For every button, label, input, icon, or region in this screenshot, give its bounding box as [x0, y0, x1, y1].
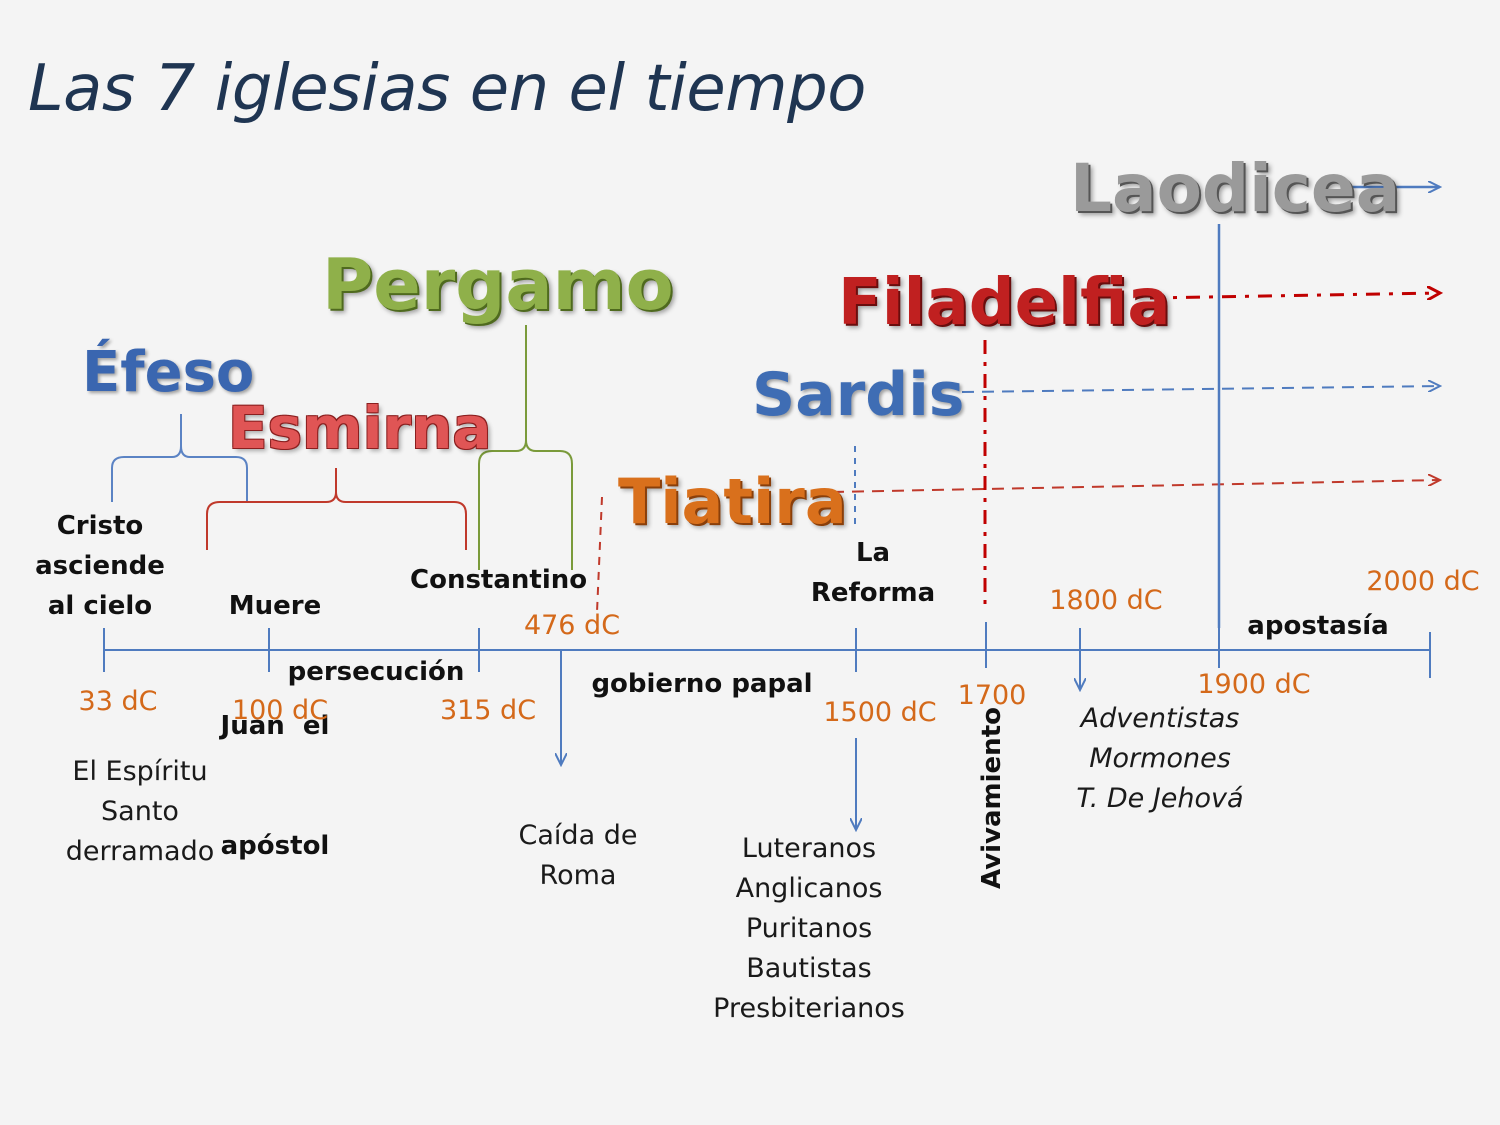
event-line: Luteranos	[741, 833, 877, 864]
church-sardis: Sardis	[752, 360, 965, 430]
event-line: Presbiterianos	[713, 993, 905, 1024]
date-1700: 1700	[957, 680, 1027, 711]
event-line: Roma	[539, 860, 617, 891]
event-line: asciende	[35, 551, 165, 581]
event-line: derramado	[65, 836, 215, 867]
church-filadelfia: Filadelfia	[838, 266, 1171, 340]
bracket-pergamo	[478, 325, 573, 570]
event-line: al cielo	[47, 591, 153, 621]
event-line: Bautistas	[746, 953, 872, 984]
church-esmirna: Esmirna	[228, 394, 492, 462]
tiatira-arrow	[831, 480, 1440, 493]
date-33: 33 dC	[78, 686, 158, 717]
church-efeso: Éfeso	[82, 340, 255, 405]
event-line: apóstol	[220, 831, 330, 861]
event-muere-juan: Muere Juan el apóstol	[195, 506, 355, 906]
event-constantino: Constantino	[410, 565, 588, 595]
bracket-efeso	[111, 414, 248, 503]
period-gobierno-papal: gobierno papal	[591, 669, 813, 699]
event-line: Caída de	[518, 820, 638, 851]
date-1900: 1900 dC	[1197, 669, 1311, 700]
event-caida-de-roma: Caída de Roma	[498, 816, 658, 896]
event-line: Reforma	[810, 578, 936, 608]
event-line: T. De Jehová	[1076, 783, 1244, 814]
sardis-arrow	[961, 386, 1440, 393]
filadelfia-arrow	[1149, 293, 1440, 298]
date-100: 100 dC	[231, 695, 329, 726]
event-line: Anglicanos	[735, 873, 883, 904]
event-line: El Espíritu	[72, 756, 208, 787]
church-pergamo: Pergamo	[322, 244, 674, 326]
period-persecucion: persecución	[287, 657, 465, 687]
event-sectas: Adventistas Mormones T. De Jehová	[1060, 699, 1260, 819]
date-315: 315 dC	[439, 695, 537, 726]
period-avivamiento: Avivamiento	[977, 707, 1007, 889]
period-apostasia: apostasía	[1247, 611, 1389, 641]
event-line: Muere	[228, 591, 322, 621]
event-line: Puritanos	[745, 913, 873, 944]
date-1500: 1500 dC	[823, 697, 937, 728]
date-476: 476 dC	[523, 610, 621, 641]
date-1800: 1800 dC	[1049, 585, 1163, 616]
church-tiatira: Tiatira	[618, 465, 847, 538]
date-2000: 2000 dC	[1366, 566, 1480, 597]
event-line: Santo	[101, 796, 179, 827]
event-line: Juan el	[220, 711, 330, 741]
event-espiritu-santo: El Espíritu Santo derramado	[50, 752, 230, 872]
event-line: Mormones	[1089, 743, 1231, 774]
tiatira-marker	[596, 496, 603, 613]
event-line: Cristo	[56, 511, 144, 541]
event-cristo-asciende: Cristo asciende al cielo	[20, 506, 180, 626]
event-line: Adventistas	[1080, 703, 1240, 734]
event-line: La	[855, 538, 891, 568]
event-protestantes: Luteranos Anglicanos Puritanos Bautistas…	[696, 829, 922, 1029]
church-laodicea: Laodicea	[1070, 150, 1401, 227]
page-title: Las 7 iglesias en el tiempo	[28, 52, 866, 126]
bracket-esmirna	[206, 468, 467, 550]
event-la-reforma: La Reforma	[793, 533, 953, 613]
